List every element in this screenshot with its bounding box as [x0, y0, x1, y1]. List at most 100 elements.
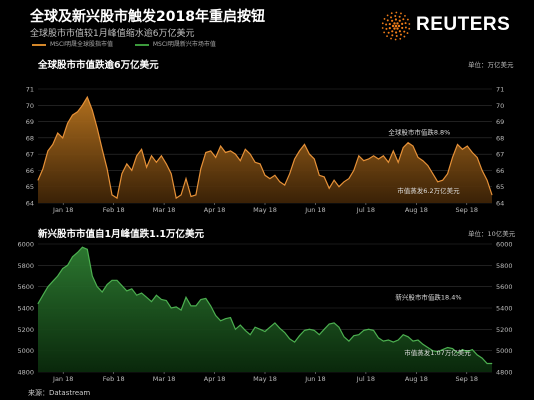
data-point — [131, 170, 133, 171]
data-point — [323, 176, 325, 178]
data-point — [180, 309, 182, 311]
annotation-label: 全球股市市值跌8.8% — [388, 128, 450, 137]
data-point — [383, 155, 384, 157]
data-point — [279, 327, 281, 329]
data-point — [116, 197, 118, 199]
legend-item-em: MSCI明晟新兴市场市值 — [134, 41, 216, 48]
data-point — [309, 153, 310, 155]
data-point — [481, 170, 483, 171]
data-point — [42, 168, 44, 170]
data-point — [417, 157, 419, 158]
x-tick-label: Aug 18 — [405, 206, 428, 214]
y-tick-label-l: 5200 — [17, 326, 34, 334]
data-point — [259, 163, 261, 165]
data-point — [427, 347, 429, 348]
y-tick-label-r: 5400 — [496, 305, 513, 313]
data-point — [67, 122, 68, 124]
logo-dot — [395, 11, 398, 14]
annotation-label: 市值蒸发1.07万亿美元 — [404, 348, 471, 357]
logo-dot — [388, 27, 391, 30]
data-point — [86, 96, 88, 98]
y-tick-label-l: 65 — [26, 183, 34, 191]
logo-dot — [381, 22, 384, 25]
data-point — [146, 166, 148, 168]
logo-dot — [394, 31, 398, 34]
data-point — [442, 179, 444, 181]
data-point — [244, 330, 246, 331]
data-point — [161, 299, 162, 300]
data-point — [417, 339, 419, 341]
chart2-em-market-cap: 4800 4800 5000 5000 5200 5200 5400 5400 5600 5600… — [17, 241, 513, 384]
data-point — [96, 127, 98, 129]
data-point — [195, 305, 197, 307]
data-point — [392, 150, 394, 152]
data-point — [37, 179, 39, 181]
data-point — [220, 320, 222, 322]
data-point — [348, 178, 350, 179]
chart1-unit: 单位：万亿美元 — [468, 61, 514, 69]
data-point — [363, 160, 365, 162]
y-tick-label-r: 5800 — [496, 262, 513, 270]
data-point — [47, 286, 49, 288]
data-point — [121, 285, 123, 286]
chart-subtitle: 全球股市市值较1月峰值缩水逾6万亿美元 — [30, 29, 195, 39]
logo-dot — [385, 27, 388, 30]
data-point — [106, 284, 108, 285]
logo-dot — [383, 31, 386, 34]
logo-dot — [386, 19, 389, 22]
chart-title-main: 全球及新兴股市触发2018年重启按钮 — [30, 9, 265, 25]
logo-dot — [391, 30, 394, 33]
data-point — [62, 137, 64, 139]
data-point — [304, 144, 305, 145]
data-point — [486, 363, 488, 364]
data-point — [77, 111, 78, 113]
data-point — [373, 330, 374, 331]
data-point — [82, 246, 83, 248]
data-point — [165, 300, 167, 301]
y-tick-label-r: 69 — [496, 118, 504, 126]
data-point — [254, 326, 256, 328]
data-point — [457, 144, 458, 145]
data-point — [476, 157, 478, 158]
data-point — [328, 187, 330, 189]
logo-dot — [391, 24, 395, 28]
data-point — [462, 349, 463, 350]
data-point — [141, 292, 143, 294]
data-point — [72, 256, 73, 258]
data-point — [333, 179, 335, 181]
data-point — [151, 301, 152, 302]
data-point — [471, 152, 473, 153]
y-tick-label-l: 5400 — [17, 305, 34, 313]
data-point — [170, 307, 172, 309]
logo-dot — [400, 12, 402, 15]
data-point — [136, 155, 138, 157]
data-point — [264, 331, 266, 332]
data-point — [239, 324, 241, 326]
data-point — [210, 305, 212, 307]
data-point — [491, 363, 493, 364]
data-point — [205, 152, 207, 153]
data-point — [452, 157, 453, 158]
data-point — [373, 155, 374, 157]
data-point — [126, 163, 128, 165]
data-point — [151, 155, 152, 157]
data-point — [101, 148, 103, 150]
data-point — [358, 155, 360, 157]
data-point — [200, 168, 202, 170]
legend-label-em: MSCI明晟新兴市场市值 — [152, 41, 216, 48]
data-point — [378, 158, 379, 160]
data-point — [392, 341, 394, 343]
y-tick-label-l: 71 — [26, 86, 34, 94]
data-point — [254, 161, 256, 163]
data-point — [323, 328, 325, 330]
y-tick-label-r: 5600 — [496, 283, 513, 291]
x-tick-label: Apr 18 — [204, 375, 226, 383]
data-point — [437, 351, 439, 353]
data-point — [407, 142, 409, 144]
y-tick-label-r: 5200 — [496, 326, 513, 334]
data-point — [156, 294, 157, 296]
logo-dot — [398, 30, 401, 33]
data-point — [284, 332, 286, 333]
data-point — [378, 337, 379, 339]
data-point — [205, 298, 207, 299]
